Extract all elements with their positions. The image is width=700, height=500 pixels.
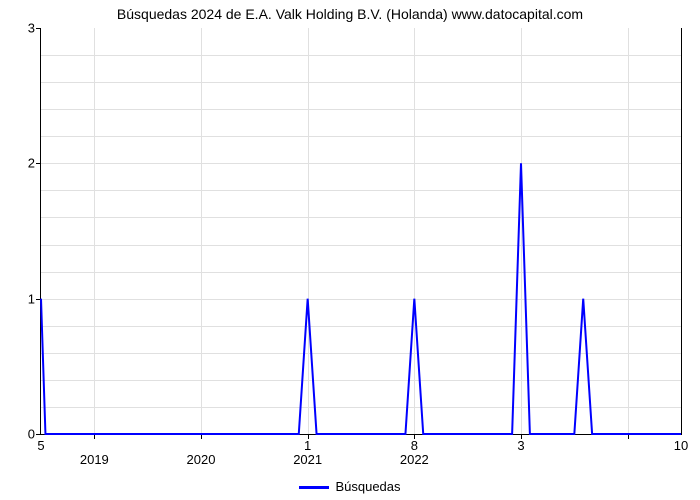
chart-container: Búsquedas 2024 de E.A. Valk Holding B.V.… [0, 0, 700, 500]
legend-label: Búsquedas [335, 479, 400, 494]
plot-area: 01232019202020212022518310 [40, 28, 682, 435]
x-value-label: 8 [411, 434, 418, 453]
series-line [41, 163, 681, 434]
x-value-label: 5 [37, 434, 44, 453]
chart-title: Búsquedas 2024 de E.A. Valk Holding B.V.… [0, 6, 700, 22]
x-value-label: 1 [304, 434, 311, 453]
legend: Búsquedas [0, 479, 700, 494]
x-value-label: 10 [674, 434, 688, 453]
x-value-label: 3 [517, 434, 524, 453]
series-svg [41, 28, 681, 434]
legend-swatch [299, 486, 329, 489]
